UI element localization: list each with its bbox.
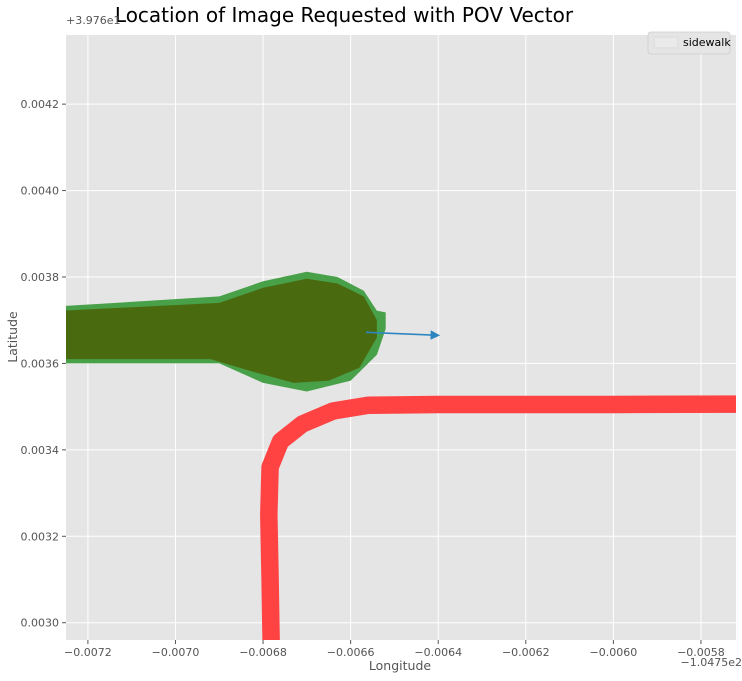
x-tick-label-2: −0.0068 [239, 646, 287, 659]
y-tick-label-1: 0.0032 [21, 530, 60, 543]
y-tick-label-4: 0.0038 [21, 271, 60, 284]
legend-label-sidewalk: sidewalk [683, 36, 731, 49]
y-axis-label: Latitude [5, 311, 20, 363]
x-tick-label-7: −0.0058 [677, 646, 725, 659]
legend-swatch-sidewalk [653, 36, 679, 49]
x-axis-label: Longitude [369, 658, 431, 673]
legend: sidewalk [647, 31, 731, 55]
shapes-layer [66, 271, 736, 640]
y-offset-label: +3.976e1 [66, 14, 120, 27]
x-tick-label-4: −0.0064 [414, 646, 462, 659]
grid [66, 35, 736, 640]
x-tick-label-6: −0.0060 [590, 646, 638, 659]
y-tick-label-3: 0.0036 [21, 357, 60, 370]
pov-vector-arrow [365, 330, 441, 340]
y-axis-ticks: 0.0030 0.0032 0.0034 0.0036 0.0038 0.0040 0.00… [21, 98, 66, 630]
x-tick-label-0: −0.0072 [64, 646, 112, 659]
y-tick-label-0: 0.0030 [21, 617, 60, 630]
x-axis-ticks: −0.0072 −0.0070 −0.0068 −0.0066 −0.0064 −0.00… [64, 640, 725, 659]
x-tick-label-3: −0.0066 [327, 646, 375, 659]
street-line-2 [260, 395, 736, 640]
polygon-shape-1 [66, 278, 377, 383]
pov-vector-layer [365, 330, 441, 340]
x-offset-label: −1.0475e2 [681, 656, 742, 669]
y-tick-label-6: 0.0042 [21, 98, 60, 111]
x-tick-label-5: −0.0062 [502, 646, 550, 659]
y-tick-label-2: 0.0034 [21, 444, 60, 457]
chart-title: Location of Image Requested with POV Vec… [115, 3, 574, 27]
x-tick-label-1: −0.0070 [152, 646, 200, 659]
y-tick-label-5: 0.0040 [21, 185, 60, 198]
